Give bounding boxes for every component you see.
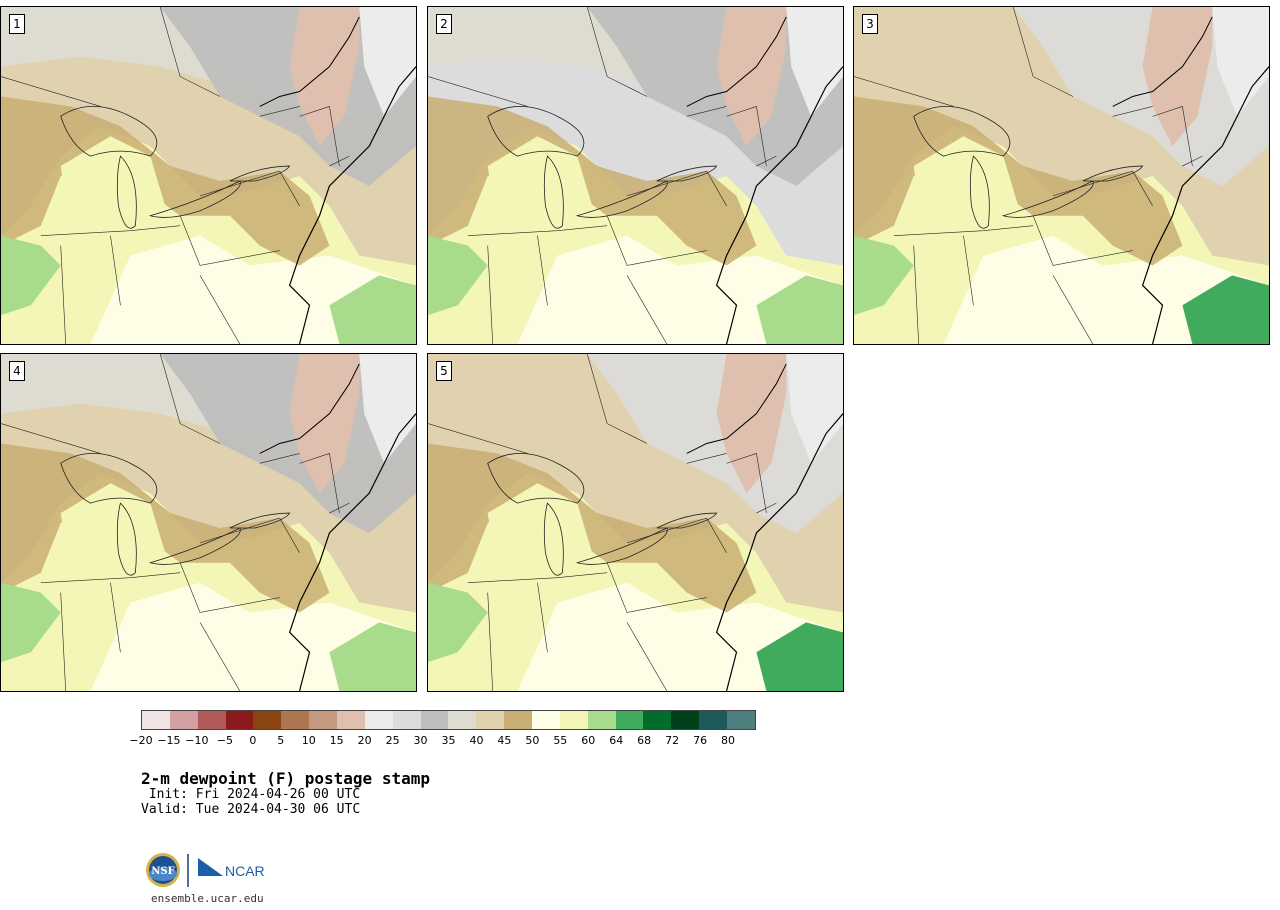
colorbar-tick-label: −20 <box>129 734 153 747</box>
plot-title: 2-m dewpoint (F) postage stamp <box>141 769 430 788</box>
colorbar-cell <box>699 711 728 729</box>
colorbar-tick-label: 76 <box>693 734 708 747</box>
colorbar-tick-label: 50 <box>525 734 540 747</box>
colorbar-tick-label: 60 <box>581 734 596 747</box>
ncar-logo-icon: NCAR <box>198 858 265 879</box>
stamp-panel-3: 3 <box>853 6 1270 345</box>
colorbar-cell <box>169 711 198 729</box>
colorbar-cell <box>448 711 477 729</box>
stamp-panel-5: 5 <box>427 353 844 692</box>
colorbar-cell <box>392 711 421 729</box>
colorbar-cell <box>337 711 365 729</box>
colorbar-cell <box>476 711 505 729</box>
colorbar-tick-label: −5 <box>216 734 233 747</box>
panel-number-label: 3 <box>862 14 878 34</box>
colorbar-tick-label: 35 <box>441 734 456 747</box>
stamp-panel-4: 4 <box>0 353 417 692</box>
colorbar-cell <box>532 711 560 729</box>
svg-text:NSF: NSF <box>151 866 174 877</box>
colorbar-tick-label: 0 <box>249 734 257 747</box>
colorbar-tick-label: 55 <box>553 734 568 747</box>
colorbar-tick-label: 20 <box>357 734 372 747</box>
init-time: Init: Fri 2024-04-26 00 UTC <box>141 787 361 802</box>
dewpoint-map <box>428 7 843 344</box>
colorbar-tick-label: −10 <box>185 734 209 747</box>
colorbar-cell <box>281 711 310 729</box>
dewpoint-map <box>1 354 416 691</box>
colorbar-cell <box>643 711 672 729</box>
colorbar-tick-label: 25 <box>385 734 400 747</box>
colorbar-cell <box>504 711 533 729</box>
colorbar-tick-label: 64 <box>609 734 624 747</box>
dewpoint-map <box>1 7 416 344</box>
colorbar-tick-label: 30 <box>413 734 428 747</box>
colorbar-cell <box>727 711 755 729</box>
colorbar-cell <box>587 711 616 729</box>
stamp-panel-2: 2 <box>427 6 844 345</box>
dewpoint-map <box>854 7 1269 344</box>
panel-number-label: 1 <box>9 14 25 34</box>
nsf-logo-icon: NSF <box>146 853 180 887</box>
colorbar-tick-label: −15 <box>157 734 181 747</box>
colorbar-cell <box>671 711 700 729</box>
stamp-panel-1: 1 <box>0 6 417 345</box>
colorbar-cell <box>142 711 170 729</box>
colorbar-cell <box>420 711 449 729</box>
colorbar-tick-label: 15 <box>329 734 344 747</box>
colorbar-cell <box>253 711 282 729</box>
colorbar-tick-label: 10 <box>301 734 316 747</box>
colorbar-tick-label: 45 <box>497 734 512 747</box>
site-url: ensemble.ucar.edu <box>151 892 264 905</box>
colorbar-tick-label: 40 <box>469 734 484 747</box>
colorbar-ticks: −20 −15 −10 −5 0 5 10 15 20 25 30 35 40 45 50 55 60 64 68 7… <box>129 734 756 750</box>
valid-time: Valid: Tue 2024-04-30 06 UTC <box>141 802 361 817</box>
colorbar-cell <box>197 711 226 729</box>
panel-number-label: 2 <box>436 14 452 34</box>
colorbar-tick-label: 72 <box>665 734 680 747</box>
colorbar-cell <box>309 711 338 729</box>
panel-number-label: 4 <box>9 361 25 381</box>
colorbar-cell <box>615 711 644 729</box>
colorbar-tick-label: 5 <box>277 734 285 747</box>
dewpoint-map <box>428 354 843 691</box>
logos: NSF NCAR <box>145 850 280 892</box>
colorbar-cell <box>364 711 393 729</box>
colorbar-cell <box>559 711 588 729</box>
panel-number-label: 5 <box>436 361 452 381</box>
svg-text:NCAR: NCAR <box>225 863 265 879</box>
colorbar-tick-label: 80 <box>721 734 736 747</box>
colorbar-tick-label: 68 <box>637 734 652 747</box>
colorbar <box>141 710 756 730</box>
colorbar-cell <box>225 711 254 729</box>
